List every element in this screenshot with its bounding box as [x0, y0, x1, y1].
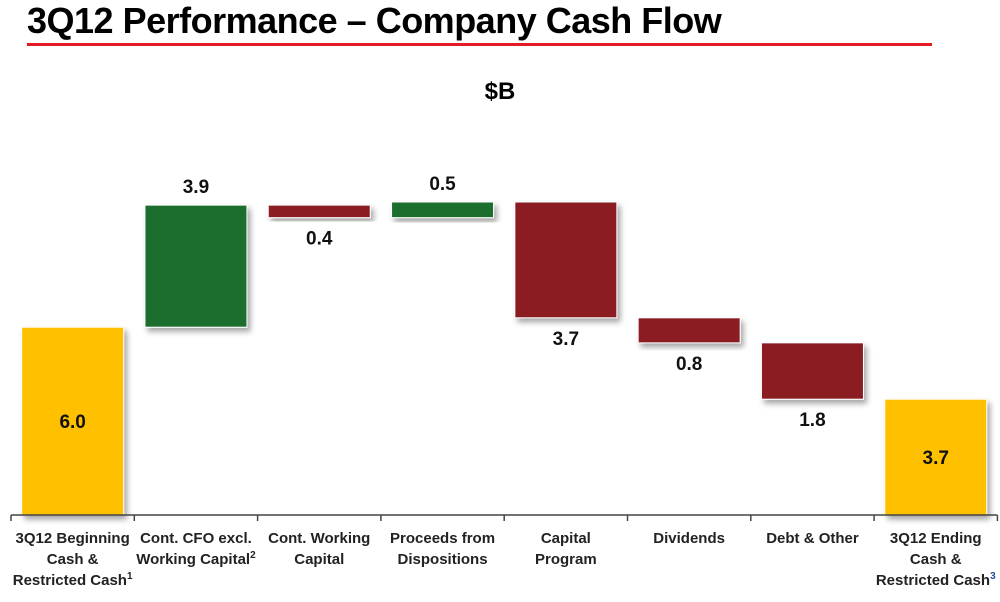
x-tick-label: Dividends — [653, 530, 725, 547]
data-label: 6.0 — [59, 412, 85, 433]
data-label: 0.8 — [676, 354, 702, 375]
bar-decrease — [514, 201, 618, 319]
page-title: 3Q12 Performance – Company Cash Flow — [27, 0, 722, 41]
footnote-marker: 1 — [126, 571, 133, 582]
data-label: 0.4 — [306, 229, 333, 250]
bar-increase — [144, 204, 248, 328]
footnote-marker: 2 — [250, 550, 256, 561]
x-tick-label: 3Q12 Ending Cash & Restricted Cash3 — [875, 530, 996, 589]
data-label: 1.8 — [799, 410, 825, 431]
bar-increase — [391, 201, 495, 219]
x-tick-label: Proceeds from Dispositions — [390, 530, 496, 568]
x-tick-label: Cont. CFO excl. Working Capital2 — [136, 530, 256, 568]
x-tick-label: Cont. Working Capital — [268, 530, 371, 568]
bar-decrease — [760, 342, 864, 400]
x-tick-label: Debt & Other — [766, 530, 859, 547]
x-tick-label: Capital Program — [534, 530, 597, 568]
data-label: 3.7 — [553, 329, 579, 350]
bar-decrease — [267, 204, 371, 219]
data-label: 3.7 — [923, 448, 949, 469]
bar-total — [884, 398, 988, 516]
x-tick-label: 3Q12 Beginning Cash & Restricted Cash1 — [12, 530, 133, 589]
data-label: 0.5 — [429, 174, 456, 195]
bar-total — [21, 326, 125, 516]
title-underline — [27, 43, 932, 46]
footnote-marker: 3 — [990, 571, 996, 582]
chart-unit-label: $B — [484, 78, 516, 105]
bar-decrease — [637, 317, 741, 344]
data-label: 3.9 — [183, 177, 209, 198]
